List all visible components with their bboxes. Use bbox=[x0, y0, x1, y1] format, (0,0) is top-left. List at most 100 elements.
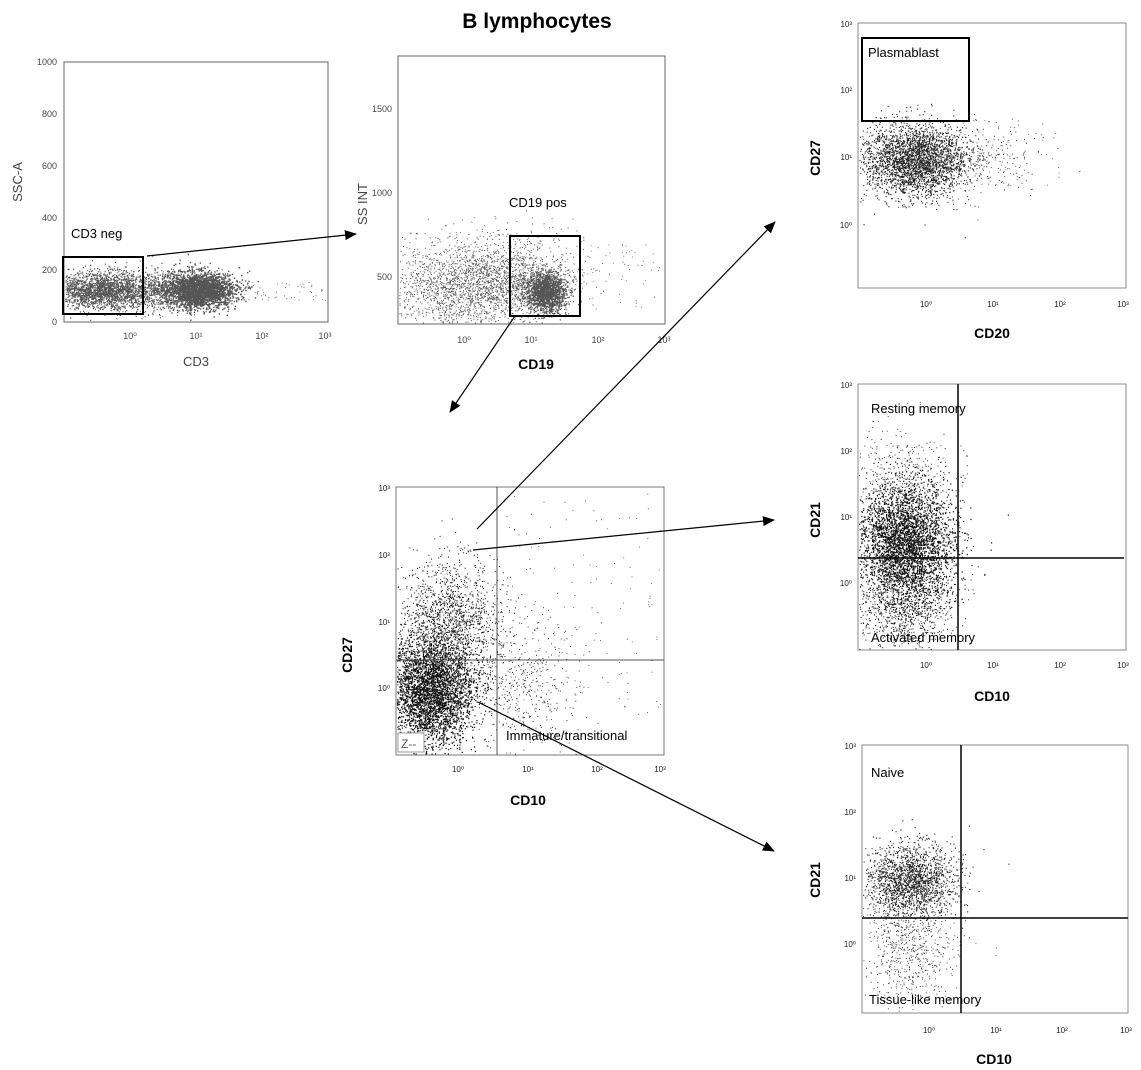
gate-box bbox=[62, 256, 144, 315]
x-axis-title: CD10 bbox=[974, 688, 1010, 704]
x-tick-label: 10⁰ bbox=[452, 765, 464, 774]
y-axis-title: CD27 bbox=[339, 637, 355, 673]
x-tick-label: 10² bbox=[1054, 661, 1066, 670]
gate-label-bottom: Activated memory bbox=[871, 630, 976, 645]
scatter-dots bbox=[863, 819, 1010, 1012]
x-tick-label: 10⁰ bbox=[457, 335, 471, 345]
x-axis-title: CD10 bbox=[976, 1051, 1012, 1067]
y-tick-label: 10¹ bbox=[840, 153, 852, 162]
y-tick-label: 10³ bbox=[378, 484, 390, 493]
y-tick-label: 10¹ bbox=[378, 618, 390, 627]
x-tick-label: 10³ bbox=[1117, 300, 1129, 309]
scatter-dot-cloud bbox=[65, 253, 326, 321]
y-tick-label: 400 bbox=[42, 213, 57, 223]
x-axis-title: CD3 bbox=[183, 354, 209, 369]
plot-frame bbox=[857, 22, 1127, 289]
scatter-dot-cloud bbox=[859, 401, 1009, 650]
x-tick-label: 10² bbox=[1054, 300, 1066, 309]
corner-mark: Z-- bbox=[401, 737, 416, 751]
panel-cd19: CD19 pos CD19 SS INT 10⁰ 10¹ 10² 10³ 500… bbox=[355, 55, 671, 372]
x-axis-title: CD19 bbox=[518, 356, 554, 372]
y-tick-label: 1500 bbox=[372, 104, 392, 114]
x-tick-label: 10¹ bbox=[987, 300, 999, 309]
plot-frame bbox=[861, 744, 1129, 1014]
y-axis-title: CD21 bbox=[807, 502, 823, 538]
gate-label-bottom: Tissue-like memory bbox=[869, 992, 982, 1007]
scatter-dot-cloud bbox=[397, 493, 661, 755]
gate-label: CD19 pos bbox=[509, 195, 567, 210]
y-tick-label: 1000 bbox=[372, 188, 392, 198]
x-tick-label: 10³ bbox=[657, 335, 670, 345]
gate-box bbox=[861, 37, 970, 122]
connector-arrows bbox=[146, 221, 776, 852]
x-tick-label: 10² bbox=[1056, 1026, 1068, 1035]
panel-naive: Naive Tissue-like memory CD10 CD21 10⁰ 1… bbox=[807, 742, 1132, 1067]
x-tick-label: 10⁰ bbox=[920, 300, 932, 309]
y-tick-label: 10¹ bbox=[840, 513, 852, 522]
gate-label: CD3 neg bbox=[71, 226, 122, 241]
y-tick-label: 10² bbox=[840, 86, 852, 95]
corner-mark-box bbox=[397, 732, 425, 753]
y-axis-title: CD27 bbox=[807, 140, 823, 176]
plot-frame bbox=[857, 383, 1127, 651]
scatter-dots bbox=[397, 493, 661, 755]
gate-label: Plasmablast bbox=[868, 45, 939, 60]
scatter-dots bbox=[65, 253, 326, 321]
y-axis-title: CD21 bbox=[807, 862, 823, 898]
x-tick-label: 10¹ bbox=[522, 765, 534, 774]
x-axis-title: CD20 bbox=[974, 325, 1010, 341]
panel-plasmablast: Plasmablast CD20 CD27 10⁰ 10¹ 10² 10³ 10… bbox=[807, 20, 1129, 341]
panel-memory: Resting memory Activated memory CD10 CD2… bbox=[807, 381, 1129, 704]
x-tick-label: 10¹ bbox=[189, 331, 202, 341]
x-tick-label: 10² bbox=[591, 335, 604, 345]
x-tick-label: 10⁰ bbox=[920, 661, 932, 670]
y-tick-label: 500 bbox=[377, 272, 392, 282]
y-tick-label: 10¹ bbox=[844, 874, 856, 883]
y-axis-title: SSC-A bbox=[10, 162, 25, 202]
y-tick-label: 10³ bbox=[840, 381, 852, 390]
panel-cd27-cd10: Z-- Immature/transitional CD10 CD27 10⁰ … bbox=[339, 484, 666, 808]
arrow-to-plasmablast bbox=[476, 221, 776, 530]
arrow-to-memory bbox=[472, 516, 775, 551]
y-tick-label: 1000 bbox=[37, 57, 57, 67]
y-tick-label: 10² bbox=[844, 808, 856, 817]
gate-label-top: Resting memory bbox=[871, 401, 966, 416]
x-tick-label: 10⁰ bbox=[123, 331, 137, 341]
gate-label-top: Naive bbox=[871, 765, 904, 780]
scatter-dots bbox=[859, 401, 1009, 650]
plot-frame bbox=[397, 55, 666, 325]
y-tick-label: 10³ bbox=[844, 742, 856, 751]
plot-frame bbox=[395, 486, 665, 756]
y-axis-title: SS INT bbox=[355, 183, 370, 225]
y-tick-label: 10³ bbox=[840, 20, 852, 29]
y-tick-label: 10² bbox=[378, 551, 390, 560]
y-tick-label: 10⁰ bbox=[840, 579, 852, 588]
x-tick-label: 10² bbox=[591, 765, 603, 774]
y-tick-label: 200 bbox=[42, 265, 57, 275]
arrow-cd19-to-cd27 bbox=[449, 315, 516, 413]
gate-label: Immature/transitional bbox=[506, 728, 627, 743]
x-tick-label: 10¹ bbox=[987, 661, 999, 670]
x-tick-label: 10³ bbox=[318, 331, 331, 341]
scatter-dot-cloud bbox=[399, 202, 660, 324]
x-tick-label: 10² bbox=[255, 331, 268, 341]
scatter-dot-cloud bbox=[863, 819, 1010, 1012]
x-tick-label: 10¹ bbox=[524, 335, 537, 345]
x-tick-label: 10¹ bbox=[990, 1026, 1002, 1035]
y-tick-label: 10² bbox=[840, 447, 852, 456]
y-tick-label: 10⁰ bbox=[840, 221, 852, 230]
y-tick-label: 10⁰ bbox=[378, 684, 390, 693]
x-tick-label: 10³ bbox=[1117, 661, 1129, 670]
y-tick-label: 600 bbox=[42, 161, 57, 171]
x-tick-label: 10³ bbox=[654, 765, 666, 774]
y-tick-label: 0 bbox=[52, 317, 57, 327]
scatter-dots bbox=[399, 202, 660, 324]
figure-title: B lymphocytes bbox=[462, 10, 611, 33]
x-tick-label: 10⁰ bbox=[923, 1026, 935, 1035]
y-tick-label: 10⁰ bbox=[844, 940, 856, 949]
gate-box bbox=[509, 235, 581, 317]
y-tick-label: 800 bbox=[42, 109, 57, 119]
panel-cd3: CD3 neg CD3 SSC-A 10⁰ 10¹ 10² 10³ 0 200 … bbox=[10, 57, 332, 369]
arrow-cd3-to-cd19 bbox=[146, 230, 357, 257]
